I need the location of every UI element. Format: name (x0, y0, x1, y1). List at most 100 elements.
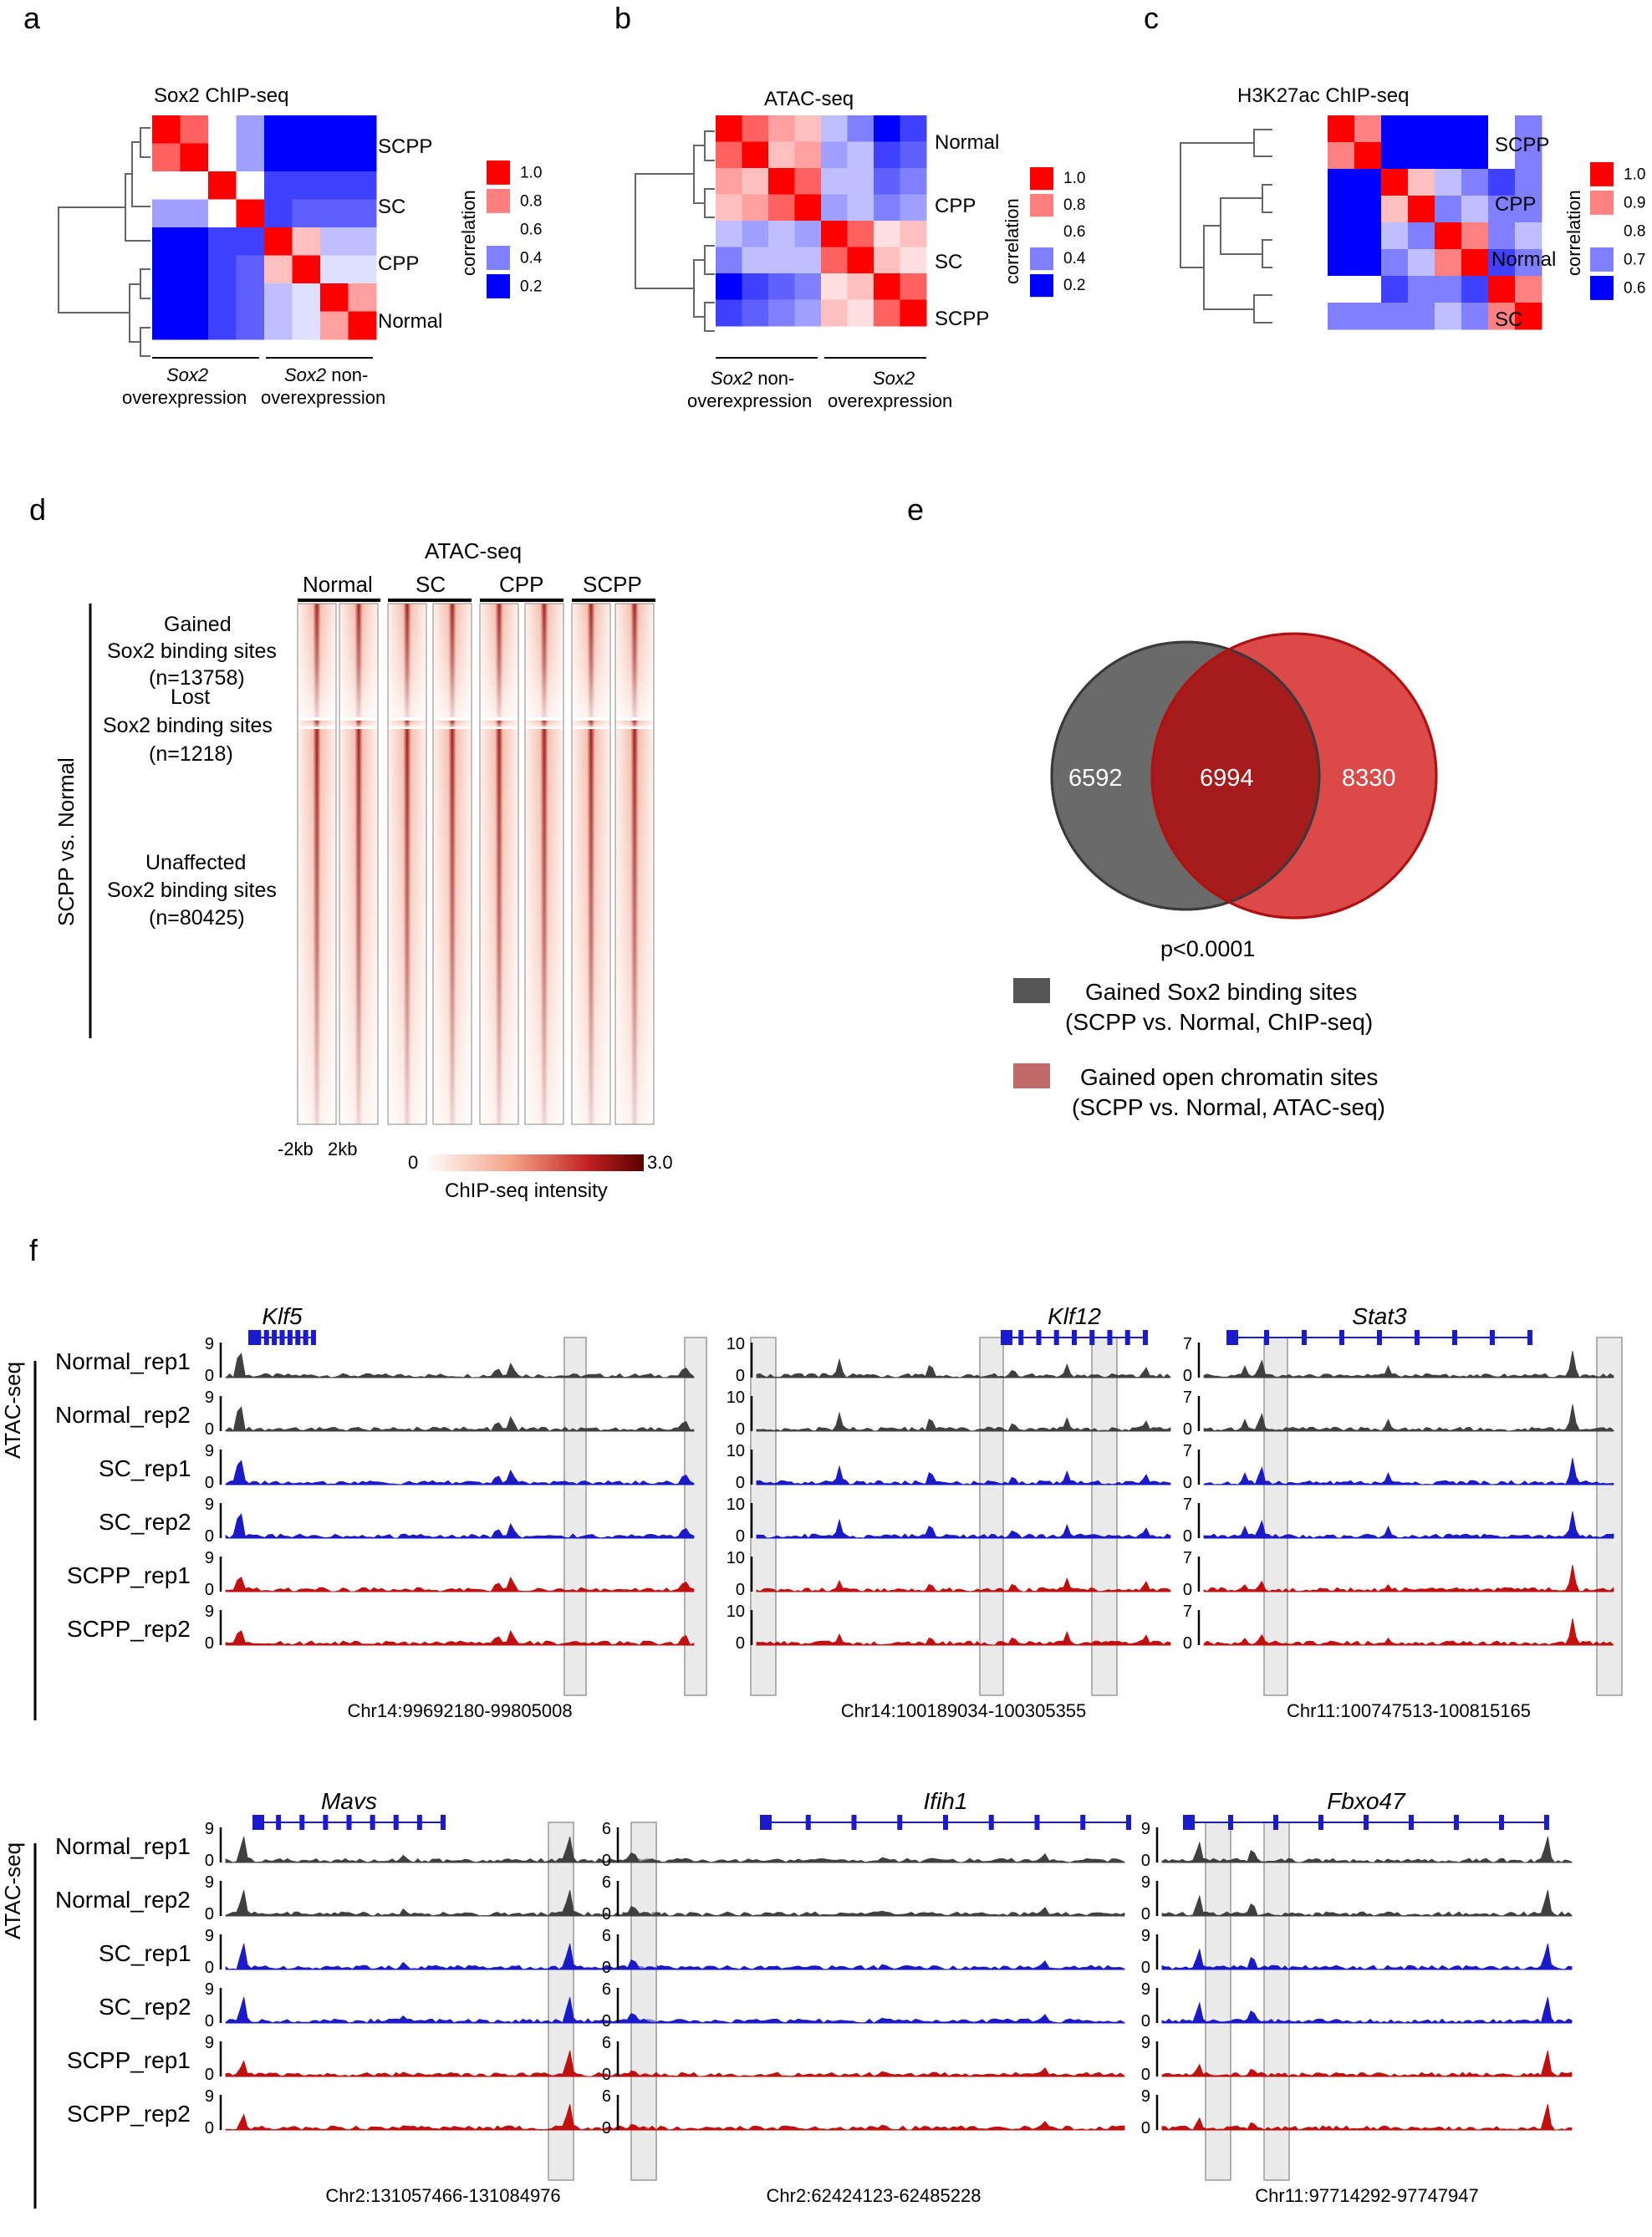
c-cell-1-6 (1488, 142, 1516, 170)
panel-d-unaffected-l1: Unaffected (145, 851, 246, 874)
a-cell-7-4 (264, 311, 293, 340)
a-legend-swatch-3 (487, 246, 510, 270)
locus-1-track-4-signal (756, 1577, 1171, 1592)
panel-b-title: ATAC-seq (764, 88, 854, 110)
locus-2-track-3-signal (1203, 1511, 1614, 1539)
locus-1-ymin-1: 0 (736, 1420, 745, 1439)
c-legend-tick-1: 0.9 (1624, 194, 1645, 211)
venn-legend-swatch-atac (1013, 1063, 1050, 1088)
locus-2-ymax-0: 7 (1183, 1335, 1192, 1353)
locus-1-ymax-4: 10 (727, 1549, 745, 1567)
c-cell-7-1 (1354, 303, 1382, 330)
c-cell-5-2 (1381, 249, 1409, 277)
b-cell-1-7 (900, 141, 927, 169)
c-cell-1-4 (1435, 142, 1462, 170)
panel-a-title: Sox2 ChIP-seq (154, 84, 288, 107)
locus-5-ymin-1: 0 (1141, 1905, 1150, 1924)
c-cell-2-1 (1354, 169, 1382, 196)
b-cell-1-3 (794, 141, 822, 169)
b-cell-5-7 (900, 247, 927, 274)
locus-0-ymin-4: 0 (205, 1581, 214, 1599)
a-cell-6-0 (152, 283, 181, 312)
b-cell-4-5 (847, 221, 874, 247)
locus-2-coord: Chr11:100747513-100815165 (1287, 1700, 1531, 1721)
locus-2-track-0-signal (1203, 1350, 1614, 1378)
venn-legend-chip-l1: Gained Sox2 binding sites (1085, 979, 1357, 1005)
locus-2-ymin-2: 0 (1183, 1474, 1192, 1492)
panel-d-col-normal: Normal (303, 572, 373, 597)
a-cell-0-7 (348, 115, 377, 144)
c-cell-5-5 (1461, 249, 1489, 277)
panel-f-assay-label-top: ATAC-seq (0, 1362, 25, 1459)
locus-ifih1: Ifih1 6 0 6 0 6 0 6 0 6 0 6 0 Chr2:62424123-62485228 (602, 1788, 1131, 2206)
a-cell-6-3 (236, 283, 265, 312)
b-cell-2-5 (847, 168, 874, 195)
a-cell-6-5 (292, 283, 321, 312)
a-cell-2-7 (348, 171, 377, 200)
track-label-1-5: SCPP_rep2 (67, 2101, 191, 2127)
c-cell-3-7 (1515, 196, 1542, 223)
a-cell-6-4 (264, 283, 293, 312)
a-cell-4-4 (264, 227, 293, 256)
panel-d-unaffected-l3: (n=80425) (149, 906, 245, 930)
panel-b-dendrogram (635, 130, 715, 332)
panel-f-assay-label-bottom: ATAC-seq (0, 1842, 25, 1939)
c-legend-tick-3: 0.7 (1624, 251, 1645, 268)
b-legend-swatch-2 (1030, 221, 1053, 244)
a-cell-1-5 (292, 143, 321, 172)
panel-a-row-label-4: Normal (378, 310, 442, 333)
locus-4-track-1-signal (622, 1905, 1125, 1917)
panel-d-lost-l2: Sox2 binding sites (103, 714, 273, 737)
track-label-0-1: Normal_rep2 (55, 1402, 191, 1428)
c-cell-0-5 (1461, 115, 1489, 143)
panel-letter-a: a (23, 1, 41, 35)
panel-c-matrix (1328, 115, 1542, 330)
locus-4-highlight-0 (630, 1822, 657, 2181)
locus-4-coord: Chr2:62424123-62485228 (767, 2185, 982, 2206)
c-cell-4-1 (1354, 222, 1382, 250)
track-label-0-2: SC_rep1 (99, 1455, 191, 1481)
locus-3-track-5-signal (225, 2103, 661, 2131)
b-cell-0-6 (874, 115, 900, 142)
panel-letter-e: e (907, 492, 924, 527)
locus-1-track-2-signal (756, 1465, 1171, 1485)
locus-2-gene-label: Stat3 (1352, 1303, 1407, 1329)
locus-5-gene-label: Fbxo47 (1327, 1788, 1406, 1814)
b-cell-0-4 (821, 115, 848, 142)
b-legend-tick-1: 0.8 (1063, 196, 1085, 214)
locus-1-gene-label: Klf12 (1048, 1303, 1101, 1329)
c-cell-0-2 (1381, 115, 1409, 143)
locus-2-track-4-signal (1203, 1564, 1614, 1592)
c-cell-7-7 (1515, 303, 1542, 330)
a-cell-3-6 (320, 199, 349, 228)
a-cell-5-6 (320, 255, 349, 284)
locus-5-ymax-5: 9 (1141, 2087, 1150, 2106)
locus-3-ymax-4: 9 (205, 2034, 214, 2052)
locus-4-track-5-signal (622, 2121, 1125, 2131)
locus-5-track-4-signal (1161, 2050, 1573, 2077)
panel-d-colorbar (425, 1154, 644, 1171)
locus-5-ymin-2: 0 (1141, 1959, 1150, 1977)
panel-a-group1-line2: overexpression (122, 387, 247, 408)
a-cell-1-6 (320, 143, 349, 172)
locus-1-ymin-0: 0 (736, 1367, 745, 1385)
c-cell-6-3 (1408, 276, 1435, 303)
venn-legend-atac-l1: Gained open chromatin sites (1080, 1064, 1378, 1090)
locus-2-track-2-signal (1203, 1457, 1614, 1485)
a-cell-0-3 (236, 115, 265, 144)
panel-d-cbar-label: ChIP-seq intensity (445, 1180, 608, 1202)
b-legend-tick-4: 0.2 (1063, 277, 1085, 294)
panel-d-heatmap-columns (297, 603, 655, 1125)
b-cell-5-4 (821, 247, 848, 274)
locus-0-track-3-signal (225, 1513, 695, 1539)
locus-1-ymin-4: 0 (736, 1581, 745, 1599)
c-cell-2-0 (1328, 169, 1355, 196)
c-cell-5-3 (1408, 249, 1435, 277)
c-cell-0-4 (1435, 115, 1462, 143)
locus-3-ymin-0: 0 (205, 1852, 214, 1870)
a-cell-2-2 (208, 171, 237, 200)
locus-2-ymax-5: 7 (1183, 1603, 1192, 1621)
locus-3-track-4-signal (225, 2050, 661, 2077)
locus-0-ymax-0: 9 (205, 1335, 214, 1353)
locus-3-ymin-4: 0 (205, 2066, 214, 2084)
